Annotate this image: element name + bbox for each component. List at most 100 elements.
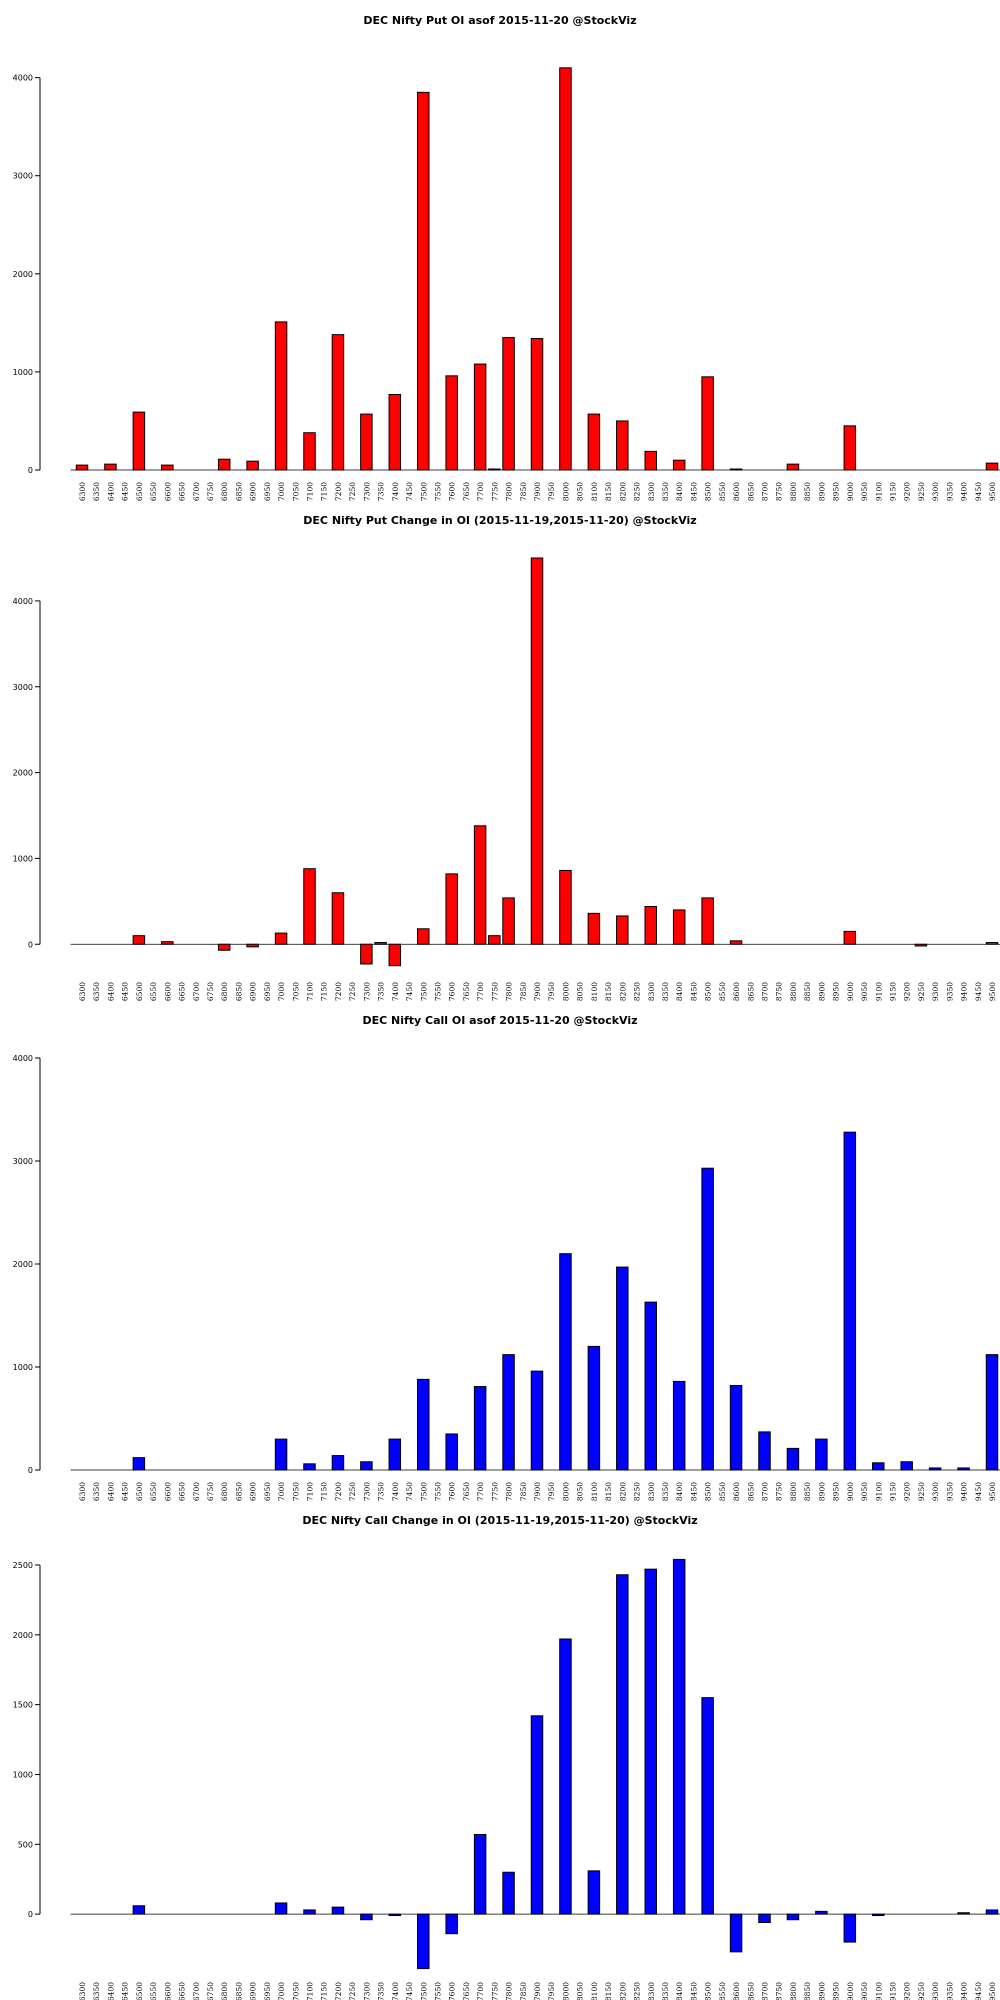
x-tick-label: 7250 <box>348 1482 357 1501</box>
x-tick-label: 7100 <box>306 1482 315 1501</box>
bar <box>530 557 544 945</box>
x-tick-label: 8350 <box>661 982 670 1001</box>
x-tick-label: 9450 <box>974 1482 983 1501</box>
bar <box>729 1913 743 1953</box>
bar <box>360 943 373 965</box>
x-tick-label: 8100 <box>590 1982 599 2000</box>
x-tick-label: 7750 <box>490 982 499 1001</box>
x-tick-label: 7800 <box>505 482 514 501</box>
x-tick-label: 7350 <box>377 982 386 1001</box>
bar <box>417 91 430 471</box>
x-tick-label: 6600 <box>163 1482 172 1501</box>
x-tick-label: 6500 <box>135 482 144 501</box>
x-tick-label: 7450 <box>405 1982 414 2000</box>
x-tick-label: 7850 <box>519 1482 528 1501</box>
bar <box>274 1902 288 1915</box>
x-tick-label: 6800 <box>220 1482 229 1501</box>
y-tick-label: 1000 <box>13 368 33 377</box>
x-tick-label: 8450 <box>689 1982 698 2000</box>
x-tick-label: 8200 <box>618 482 627 501</box>
x-tick-label: 9100 <box>874 1482 883 1501</box>
x-tick-label: 7550 <box>433 482 442 501</box>
bar <box>132 935 146 945</box>
x-tick-label: 8250 <box>633 1482 642 1501</box>
x-tick-label: 8650 <box>746 982 755 1001</box>
bar <box>417 928 430 945</box>
y-tick-label: 1000 <box>13 1363 33 1372</box>
x-tick-label: 8650 <box>746 1482 755 1501</box>
x-tick-label: 7400 <box>391 1982 400 2000</box>
x-tick-label: 8800 <box>789 1482 798 1501</box>
x-tick-label: 7950 <box>547 482 556 501</box>
x-tick-label: 9050 <box>860 1482 869 1501</box>
x-tick-label: 9500 <box>988 1482 997 1501</box>
bar <box>672 459 686 471</box>
x-tick-label: 7100 <box>306 1982 315 2000</box>
bar <box>473 363 487 471</box>
x-tick-label: 8300 <box>647 982 656 1001</box>
x-tick-label: 6950 <box>263 1982 272 2000</box>
x-tick-label: 9350 <box>945 482 954 501</box>
x-tick-label: 8250 <box>633 982 642 1001</box>
x-tick-label: 7350 <box>377 1482 386 1501</box>
x-tick-label: 6400 <box>106 482 115 501</box>
x-tick-label: 6550 <box>149 482 158 501</box>
x-tick-label: 7300 <box>362 1482 371 1501</box>
bar <box>587 1345 601 1471</box>
x-tick-label: 7350 <box>377 1982 386 2000</box>
x-tick-label: 9300 <box>931 1482 940 1501</box>
x-tick-label: 8950 <box>832 1982 841 2000</box>
x-tick-label: 8150 <box>604 482 613 501</box>
bar <box>672 909 686 945</box>
bar <box>303 868 316 945</box>
x-tick-label: 7750 <box>490 1482 499 1501</box>
x-tick-label: 6300 <box>78 482 87 501</box>
bar <box>900 1461 913 1471</box>
x-tick-label: 6650 <box>178 982 187 1001</box>
x-tick-label: 7800 <box>505 1982 514 2000</box>
x-tick-label: 9250 <box>917 482 926 501</box>
bar <box>303 432 316 471</box>
x-tick-label: 6850 <box>234 1482 243 1501</box>
bar <box>331 892 345 945</box>
x-tick-label: 7300 <box>362 482 371 501</box>
bar <box>161 941 174 945</box>
y-tick-label: 1000 <box>13 1770 33 1779</box>
x-tick-label: 9250 <box>917 1982 926 2000</box>
x-tick-label: 7700 <box>476 482 485 501</box>
x-tick-label: 7950 <box>547 1482 556 1501</box>
x-tick-label: 7550 <box>433 982 442 1001</box>
y-tick-label: 2000 <box>13 1260 33 1269</box>
x-tick-label: 6700 <box>192 1482 201 1501</box>
x-tick-label: 9400 <box>960 1982 969 2000</box>
bar <box>274 1438 288 1471</box>
x-tick-label: 7700 <box>476 982 485 1001</box>
x-tick-label: 8550 <box>718 1982 727 2000</box>
y-tick-label: 0 <box>28 1466 33 1475</box>
x-tick-label: 7200 <box>334 1982 343 2000</box>
x-tick-label: 7000 <box>277 482 286 501</box>
x-tick-label: 7350 <box>377 482 386 501</box>
x-tick-label: 8550 <box>718 982 727 1001</box>
bar <box>672 1380 686 1471</box>
bar <box>815 1438 828 1471</box>
bar <box>985 1909 999 1915</box>
y-tick-label: 2500 <box>13 1561 33 1570</box>
bar <box>360 413 373 471</box>
x-tick-label: 7650 <box>462 1982 471 2000</box>
x-tick-label: 8150 <box>604 1482 613 1501</box>
bar <box>786 1913 800 1921</box>
x-tick-label: 7600 <box>448 982 457 1001</box>
bar <box>445 1433 458 1471</box>
bar <box>644 905 657 945</box>
bar <box>502 1871 515 1915</box>
x-tick-label: 8350 <box>661 1482 670 1501</box>
bar <box>473 825 487 945</box>
bar <box>502 897 515 945</box>
x-tick-label: 8800 <box>789 982 798 1001</box>
x-tick-label: 7250 <box>348 1982 357 2000</box>
bar <box>75 464 89 471</box>
bar <box>843 930 857 945</box>
x-tick-label: 8950 <box>832 982 841 1001</box>
x-tick-label: 8700 <box>761 1482 770 1501</box>
